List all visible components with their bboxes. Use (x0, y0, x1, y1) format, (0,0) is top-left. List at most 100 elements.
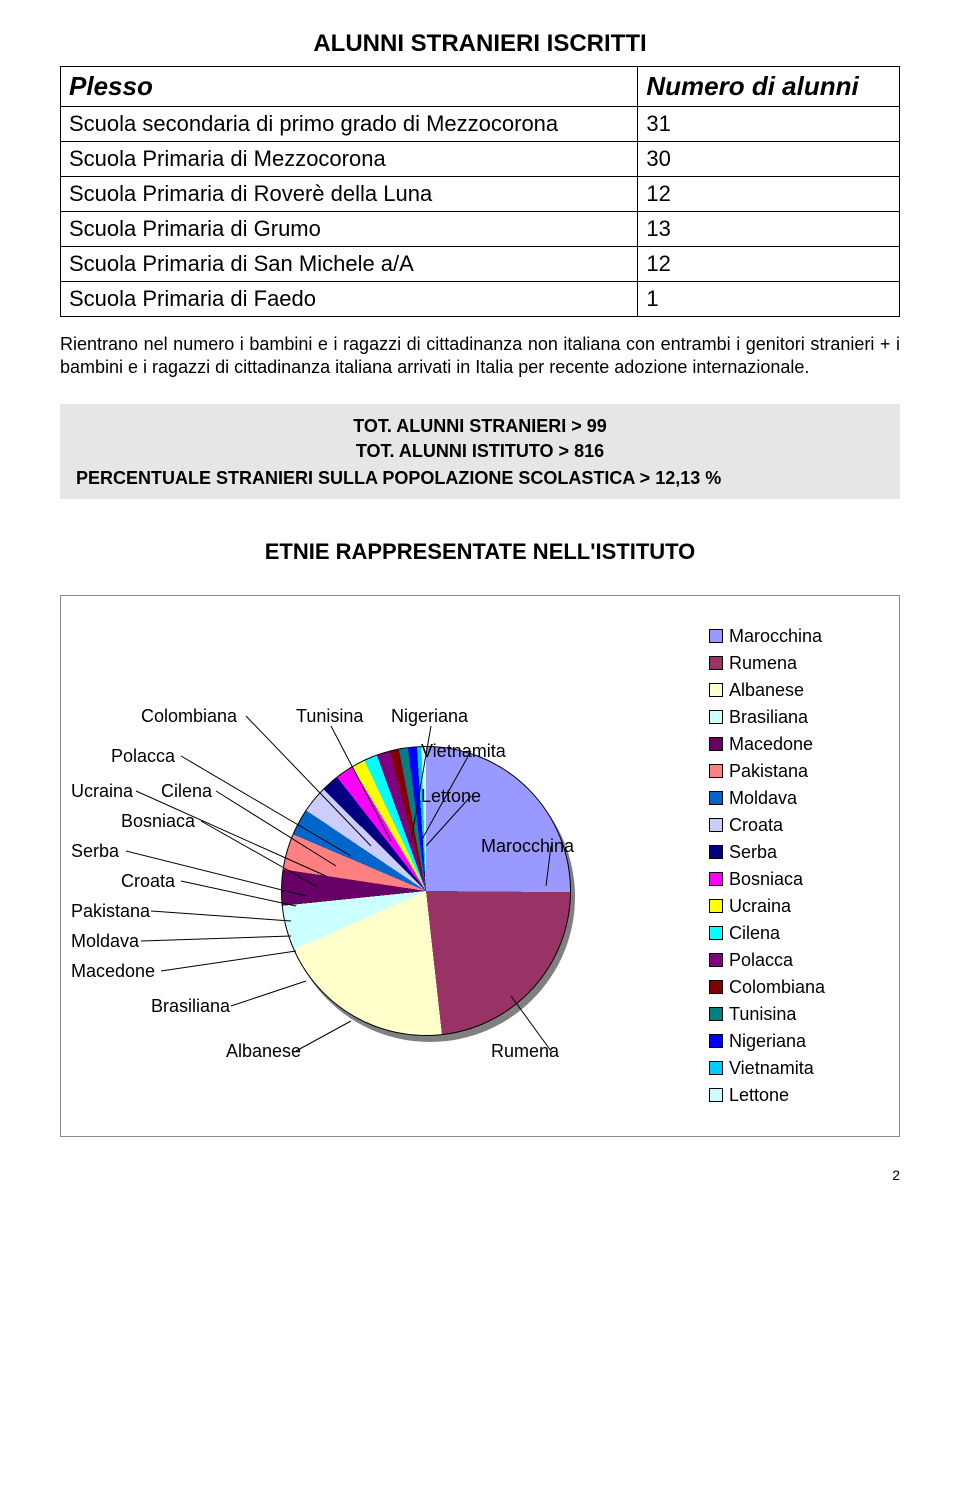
legend-swatch (709, 737, 723, 751)
legend-swatch (709, 1034, 723, 1048)
cell-value: 1 (638, 282, 900, 317)
legend-swatch (709, 818, 723, 832)
legend-label: Marocchina (729, 626, 822, 647)
legend-item: Brasiliana (709, 707, 879, 728)
cell-label: Scuola Primaria di San Michele a/A (61, 247, 638, 282)
legend-item: Bosniaca (709, 869, 879, 890)
cell-label: Scuola Primaria di Faedo (61, 282, 638, 317)
legend-item: Lettone (709, 1085, 879, 1106)
legend-item: Ucraina (709, 896, 879, 917)
legend-swatch (709, 683, 723, 697)
callout-label: Serba (71, 841, 119, 862)
legend-item: Moldava (709, 788, 879, 809)
callout-label: Nigeriana (391, 706, 468, 727)
legend-label: Bosniaca (729, 869, 803, 890)
legend-swatch (709, 953, 723, 967)
cell-value: 30 (638, 142, 900, 177)
legend-item: Albanese (709, 680, 879, 701)
legend-swatch (709, 629, 723, 643)
legend-label: Polacca (729, 950, 793, 971)
legend-swatch (709, 980, 723, 994)
legend-item: Serba (709, 842, 879, 863)
legend-label: Colombiana (729, 977, 825, 998)
legend-item: Polacca (709, 950, 879, 971)
legend-item: Pakistana (709, 761, 879, 782)
legend-label: Serba (729, 842, 777, 863)
callout-label: Colombiana (141, 706, 237, 727)
callout-label: Macedone (71, 961, 155, 982)
stats-line2: TOT. ALUNNI ISTITUTO > 816 (76, 439, 884, 464)
table-row: Scuola Primaria di Grumo13 (61, 212, 900, 247)
legend-swatch (709, 764, 723, 778)
callout-label: Albanese (226, 1041, 301, 1062)
legend-label: Cilena (729, 923, 780, 944)
callout-label: Bosniaca (121, 811, 195, 832)
table-row: Scuola Primaria di Faedo1 (61, 282, 900, 317)
callout-label: Tunisina (296, 706, 363, 727)
cell-value: 12 (638, 247, 900, 282)
callout-label: Vietnamita (421, 741, 506, 762)
callout-label: Cilena (161, 781, 212, 802)
table-row: Scuola secondaria di primo grado di Mezz… (61, 107, 900, 142)
legend-swatch (709, 845, 723, 859)
cell-label: Scuola Primaria di Grumo (61, 212, 638, 247)
legend-item: Vietnamita (709, 1058, 879, 1079)
callout-label: Ucraina (71, 781, 133, 802)
table-row: Scuola Primaria di Mezzocorona30 (61, 142, 900, 177)
stats-line1: TOT. ALUNNI STRANIERI > 99 (76, 414, 884, 439)
legend-label: Ucraina (729, 896, 791, 917)
callout-label: Brasiliana (151, 996, 230, 1017)
legend-swatch (709, 1061, 723, 1075)
cell-label: Scuola secondaria di primo grado di Mezz… (61, 107, 638, 142)
table-row: Scuola Primaria di Roverè della Luna12 (61, 177, 900, 212)
legend-label: Lettone (729, 1085, 789, 1106)
callout-label: Marocchina (481, 836, 574, 857)
legend-label: Pakistana (729, 761, 808, 782)
legend-swatch (709, 791, 723, 805)
legend-item: Macedone (709, 734, 879, 755)
legend-swatch (709, 899, 723, 913)
legend-swatch (709, 656, 723, 670)
callout-label: Polacca (111, 746, 175, 767)
header-numero: Numero di alunni (638, 67, 900, 107)
chart-title: ETNIE RAPPRESENTATE NELL'ISTITUTO (60, 539, 900, 565)
legend-item: Rumena (709, 653, 879, 674)
header-plesso: Plesso (61, 67, 638, 107)
legend-label: Vietnamita (729, 1058, 814, 1079)
table-header: Plesso Numero di alunni (61, 67, 900, 107)
stats-line3: PERCENTUALE STRANIERI SULLA POPOLAZIONE … (76, 464, 884, 489)
legend-item: Nigeriana (709, 1031, 879, 1052)
page-number: 2 (60, 1167, 900, 1183)
callout-label: Croata (121, 871, 175, 892)
legend-label: Macedone (729, 734, 813, 755)
chart-frame: Marocchina Rumena Albanese Brasiliana Macedo… (60, 595, 900, 1137)
legend-label: Brasiliana (729, 707, 808, 728)
cell-label: Scuola Primaria di Roverè della Luna (61, 177, 638, 212)
legend-label: Tunisina (729, 1004, 796, 1025)
chart-area: Marocchina Rumena Albanese Brasiliana Macedo… (71, 626, 689, 1086)
legend-label: Moldava (729, 788, 797, 809)
callout-label: Rumena (491, 1041, 559, 1062)
cell-value: 31 (638, 107, 900, 142)
main-title: ALUNNI STRANIERI ISCRITTI (60, 30, 900, 58)
legend-label: Rumena (729, 653, 797, 674)
table-row: Scuola Primaria di San Michele a/A12 (61, 247, 900, 282)
legend-item: Colombiana (709, 977, 879, 998)
stats-box: TOT. ALUNNI STRANIERI > 99 TOT. ALUNNI I… (60, 404, 900, 499)
legend-swatch (709, 926, 723, 940)
legend-item: Tunisina (709, 1004, 879, 1025)
schools-table: Plesso Numero di alunni Scuola secondari… (60, 66, 900, 317)
legend-label: Croata (729, 815, 783, 836)
cell-value: 12 (638, 177, 900, 212)
legend-swatch (709, 872, 723, 886)
legend-swatch (709, 710, 723, 724)
callout-label: Moldava (71, 931, 139, 952)
callout-label: Lettone (421, 786, 481, 807)
legend-item: Marocchina (709, 626, 879, 647)
note-text: Rientrano nel numero i bambini e i ragaz… (60, 333, 900, 380)
legend-label: Albanese (729, 680, 804, 701)
callout-label: Pakistana (71, 901, 150, 922)
legend: Marocchina Rumena Albanese Brasiliana Macedo… (709, 626, 879, 1106)
legend-swatch (709, 1088, 723, 1102)
cell-value: 13 (638, 212, 900, 247)
